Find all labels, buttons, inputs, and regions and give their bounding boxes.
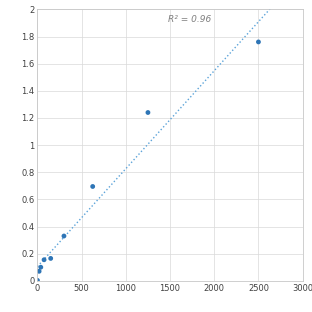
Point: [35, 278, 40, 283]
Point: [256, 39, 261, 44]
Point: [41, 257, 46, 262]
Text: R² = 0.96: R² = 0.96: [168, 15, 212, 24]
Point: [48, 256, 53, 261]
Point: [61, 233, 66, 238]
Point: [38, 265, 43, 270]
Point: [145, 110, 150, 115]
Point: [90, 184, 95, 189]
Point: [37, 269, 41, 274]
